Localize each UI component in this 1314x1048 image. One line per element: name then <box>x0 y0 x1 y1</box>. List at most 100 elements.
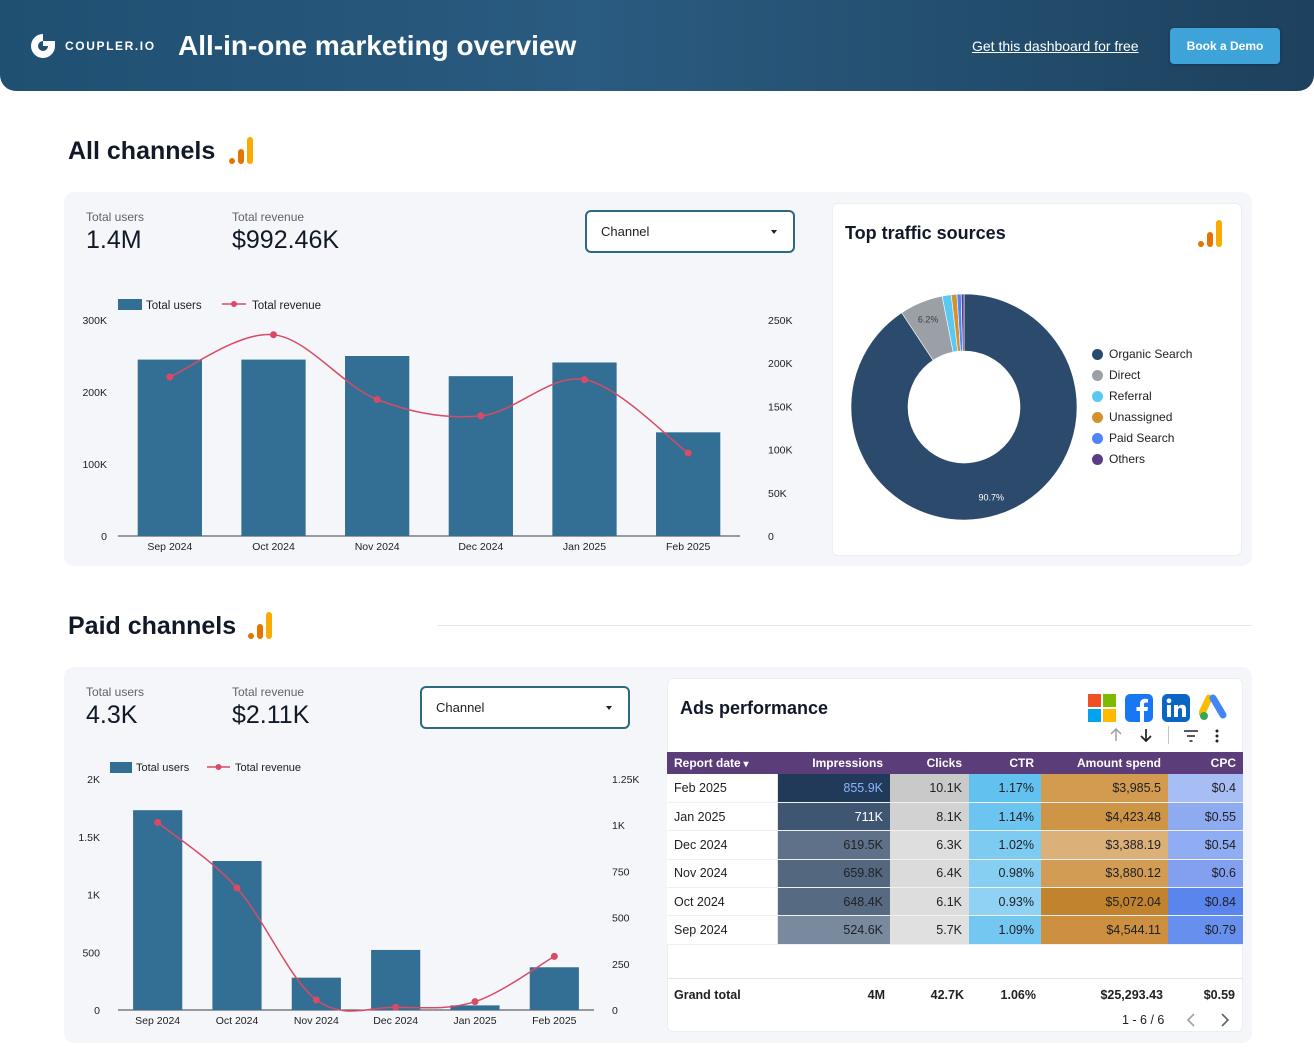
users-bar <box>371 949 421 1010</box>
right-axis-tick-label: 50K <box>768 488 787 500</box>
grand-total-spend: $25,293.43 <box>1100 988 1163 1002</box>
legend-item[interactable]: Referral <box>1092 389 1152 403</box>
legend-revenue-label: Total revenue <box>235 762 301 774</box>
users-bar <box>656 432 721 536</box>
logo-text: COUPLER.IO <box>65 39 156 53</box>
column-header[interactable]: CPC <box>1168 752 1243 774</box>
legend-item[interactable]: Others <box>1092 452 1145 466</box>
table-cell: Feb 2025 <box>667 774 778 803</box>
x-axis-tick-label: Jan 2025 <box>563 541 606 553</box>
legend-item[interactable]: Paid Search <box>1092 431 1174 445</box>
left-axis-tick-label: 1K <box>87 890 100 902</box>
book-demo-button[interactable]: Book a Demo <box>1170 28 1280 64</box>
traffic-donut-chart: 90.7% 6.2% <box>850 293 1078 521</box>
google-analytics-icon <box>248 612 272 639</box>
table-row[interactable]: Sep 2024 524.6K 5.7K 1.09% $4,544.11 $0.79 <box>667 915 1243 945</box>
column-header-report-date[interactable]: Report date ▾ <box>667 752 777 774</box>
revenue-point <box>373 395 381 403</box>
total-revenue-value: $992.46K <box>232 226 340 254</box>
legend-users-label: Total users <box>136 762 190 774</box>
left-axis-tick-label: 1.5K <box>78 832 100 844</box>
users-bar <box>212 861 262 1010</box>
google-analytics-icon <box>1198 220 1222 247</box>
channel-dropdown[interactable]: Channel <box>585 210 795 253</box>
x-axis-tick-label: Jan 2025 <box>453 1015 496 1027</box>
table-cell: $0.79 <box>1168 915 1243 945</box>
header: COUPLER.IO All-in-one marketing overview… <box>0 0 1314 91</box>
right-axis-tick-label: 0 <box>768 531 774 543</box>
users-bar <box>450 1005 500 1010</box>
donut-slice <box>960 293 965 352</box>
table-row[interactable]: Feb 2025 855.9K 10.1K 1.17% $3,985.5 $0.4 <box>667 774 1243 803</box>
revenue-point <box>312 996 320 1004</box>
filter-icon[interactable] <box>1183 729 1199 746</box>
table-cell: 1.09% <box>969 915 1041 945</box>
table-cell: $0.54 <box>1168 830 1243 860</box>
table-cell: $0.6 <box>1168 859 1243 889</box>
sort-descending-icon[interactable] <box>1139 727 1153 746</box>
next-page-icon[interactable] <box>1220 1013 1230 1030</box>
right-axis-tick-label: 500 <box>612 913 630 925</box>
legend-users-swatch <box>118 299 142 310</box>
page-title: All-in-one marketing overview <box>178 30 577 61</box>
grand-total-cpc: $0.59 <box>1203 988 1235 1002</box>
legend-item[interactable]: Organic Search <box>1092 347 1192 361</box>
legend-revenue-label: Total revenue <box>252 300 321 312</box>
channel-dropdown[interactable]: Channel <box>420 686 630 729</box>
sort-ascending-icon[interactable] <box>1109 727 1123 746</box>
x-axis-tick-label: Oct 2024 <box>216 1015 259 1027</box>
column-header[interactable]: Impressions <box>777 752 890 774</box>
legend-revenue-marker <box>215 764 222 770</box>
table-cell: Dec 2024 <box>667 830 778 860</box>
column-header-label: Impressions <box>812 756 883 770</box>
users-bar <box>241 359 306 536</box>
revenue-point <box>392 1003 400 1011</box>
right-axis-tick-label: 1K <box>612 820 625 832</box>
get-dashboard-link[interactable]: Get this dashboard for free <box>972 38 1139 54</box>
legend-item[interactable]: Unassigned <box>1092 410 1172 424</box>
table-cell: 855.9K <box>777 774 890 803</box>
left-axis-tick-label: 2K <box>87 774 100 786</box>
table-row[interactable]: Dec 2024 619.5K 6.3K 1.02% $3,388.19 $0.54 <box>667 830 1243 860</box>
table-cell: Nov 2024 <box>667 859 778 889</box>
all-channels-title: All channels <box>68 137 216 165</box>
table-cell: Oct 2024 <box>667 887 778 917</box>
revenue-point <box>581 376 588 384</box>
users-bar <box>552 362 617 536</box>
more-options-icon[interactable] <box>1214 729 1220 746</box>
sort-caret-icon: ▾ <box>740 759 749 770</box>
grand-total-row: Grand total 4M 42.7K 1.06% $25,293.43 $0… <box>667 978 1243 1008</box>
legend-dot <box>1092 432 1103 444</box>
legend-label: Unassigned <box>1109 410 1173 424</box>
table-row[interactable]: Oct 2024 648.4K 6.1K 0.93% $5,072.04 $0.84 <box>667 887 1243 917</box>
table-cell: 619.5K <box>777 830 890 860</box>
table-cell: 1.14% <box>969 802 1041 832</box>
left-axis-tick-label: 200K <box>82 387 107 399</box>
coupler-logo[interactable]: COUPLER.IO <box>28 31 156 61</box>
facebook-icon <box>1125 694 1153 722</box>
table-cell: $4,544.11 <box>1041 915 1168 945</box>
total-users-value: 4.3K <box>86 701 138 729</box>
table-cell: 6.1K <box>890 887 969 917</box>
donut-slice <box>850 293 1078 521</box>
table-cell: $3,985.5 <box>1041 774 1168 803</box>
previous-page-icon[interactable] <box>1186 1013 1196 1030</box>
x-axis-tick-label: Nov 2024 <box>294 1015 339 1027</box>
table-cell: 648.4K <box>777 887 890 917</box>
column-header[interactable]: Clicks <box>890 752 969 774</box>
right-axis-tick-label: 200K <box>768 358 793 370</box>
legend-item[interactable]: Direct <box>1092 368 1140 382</box>
legend-label: Direct <box>1109 368 1141 382</box>
chevron-down-icon <box>771 230 777 234</box>
table-row[interactable]: Nov 2024 659.8K 6.4K 0.98% $3,880.12 $0.6 <box>667 859 1243 889</box>
column-header[interactable]: CTR <box>969 752 1041 774</box>
revenue-point <box>270 331 277 339</box>
table-cell: 0.98% <box>969 859 1041 889</box>
chevron-down-icon <box>606 706 612 710</box>
channel-dropdown-label: Channel <box>436 700 485 715</box>
table-cell: $3,388.19 <box>1041 830 1168 860</box>
table-row[interactable]: Jan 2025 711K 8.1K 1.14% $4,423.48 $0.55 <box>667 802 1243 832</box>
left-axis-tick-label: 0 <box>101 531 107 543</box>
revenue-point <box>684 449 692 457</box>
column-header[interactable]: Amount spend <box>1041 752 1168 774</box>
